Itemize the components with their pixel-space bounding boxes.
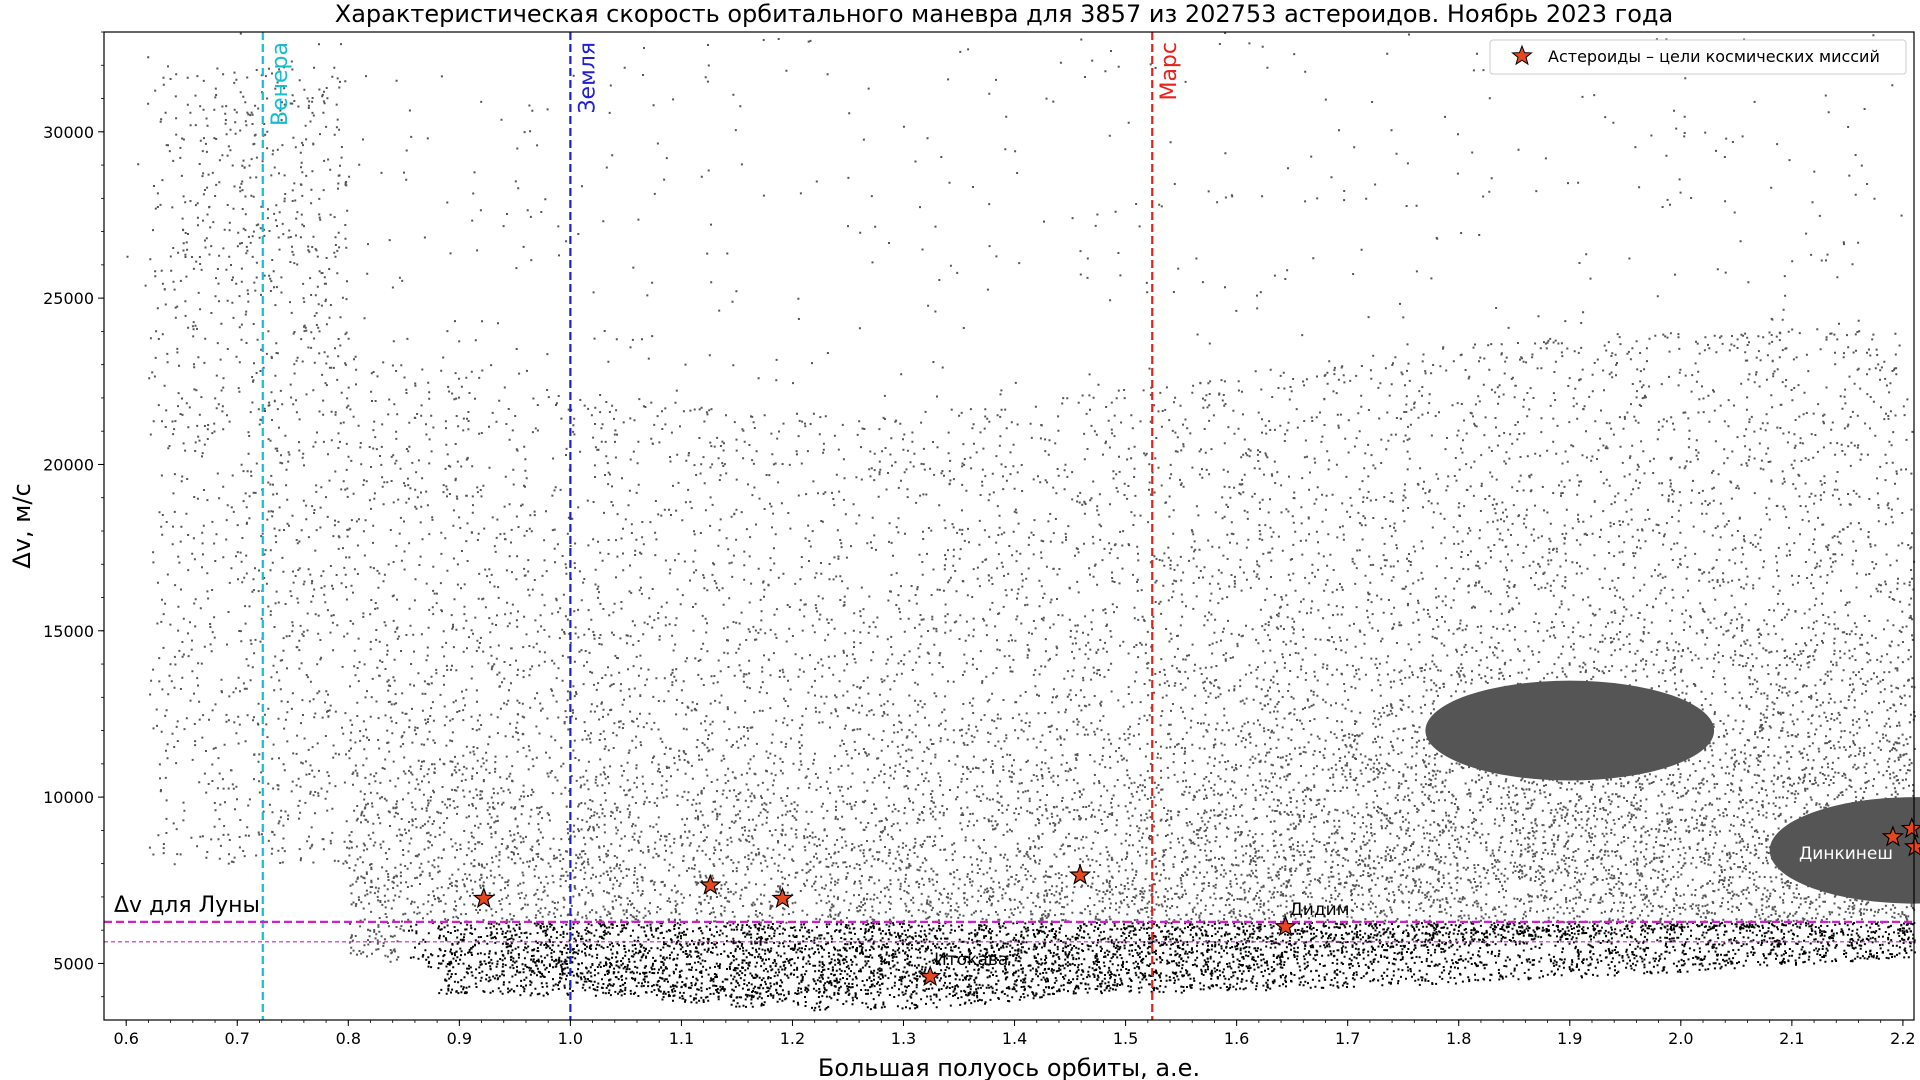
legend: Астероиды – цели космических миссий bbox=[1489, 39, 1907, 75]
star-point-6 bbox=[1881, 825, 1905, 847]
y-tick-label-2: 15000 bbox=[43, 622, 94, 641]
y-tick-label-5: 30000 bbox=[43, 123, 94, 142]
star-point-4 bbox=[1068, 863, 1092, 885]
y-axis-ticks: 5000 10000 15000 20000 25000 30000 bbox=[43, 31, 104, 998]
point-label-6: Динкинеш bbox=[1799, 844, 1893, 864]
x-tick-label-0: 0.6 bbox=[113, 1029, 138, 1048]
low-dv-asteroids bbox=[408, 921, 1916, 1012]
y-tick-label-1: 10000 bbox=[43, 788, 94, 807]
x-tick-label-11: 1.7 bbox=[1335, 1029, 1360, 1048]
x-tick-label-15: 2.1 bbox=[1779, 1029, 1804, 1048]
x-tick-label-6: 1.2 bbox=[780, 1029, 805, 1048]
x-tick-label-2: 0.8 bbox=[336, 1029, 361, 1048]
star-point-0 bbox=[472, 886, 495, 909]
background-asteroids bbox=[126, 32, 1916, 963]
x-tick-label-8: 1.4 bbox=[1002, 1029, 1027, 1048]
x-tick-label-4: 1.0 bbox=[558, 1029, 583, 1048]
dense-cluster-1 bbox=[1769, 797, 1920, 904]
x-tick-label-12: 1.8 bbox=[1446, 1029, 1471, 1048]
point-label-5: Дидим bbox=[1289, 900, 1349, 920]
x-tick-label-5: 1.1 bbox=[669, 1029, 694, 1048]
x-tick-label-13: 1.9 bbox=[1557, 1029, 1582, 1048]
reference-lines bbox=[104, 32, 1914, 1020]
star-point-8 bbox=[1903, 835, 1920, 857]
vline-label-2: Марс bbox=[1157, 42, 1182, 101]
asteroid-points bbox=[126, 32, 1920, 1012]
x-tick-label-16: 2.2 bbox=[1890, 1029, 1915, 1048]
star-point-1 bbox=[699, 873, 722, 895]
x-tick-label-10: 1.6 bbox=[1224, 1029, 1249, 1048]
x-tick-label-9: 1.5 bbox=[1113, 1029, 1138, 1048]
legend-star-icon bbox=[1511, 44, 1533, 66]
x-axis-ticks: 0.6 0.7 0.8 0.9 1.0 1.1 1.2 1.3 1.4 1.5 1.6 1.7 1.8 1… bbox=[113, 1020, 1916, 1048]
x-tick-label-3: 0.9 bbox=[447, 1029, 472, 1048]
x-tick-label-1: 0.7 bbox=[225, 1029, 250, 1048]
legend-box bbox=[1489, 39, 1907, 75]
annotations: Венера Земля Марс Δv для Луны Итокава Дидим Ди… bbox=[114, 42, 1893, 970]
star-point-2 bbox=[771, 886, 794, 909]
legend-label: Астероиды – цели космических миссий bbox=[1548, 47, 1880, 66]
plot-frame bbox=[103, 31, 1915, 1021]
hline-label-0: Δv для Луны bbox=[114, 893, 260, 918]
vline-label-1: Земля bbox=[575, 42, 600, 114]
point-label-3: Итокава bbox=[934, 950, 1008, 970]
star-point-7 bbox=[1900, 816, 1920, 839]
y-tick-label-0: 5000 bbox=[53, 954, 94, 973]
vline-label-0: Венера bbox=[268, 42, 293, 126]
star-point-3 bbox=[918, 965, 942, 987]
x-tick-label-14: 2.0 bbox=[1668, 1029, 1693, 1048]
dense-cluster-0 bbox=[1425, 680, 1715, 781]
y-tick-label-3: 20000 bbox=[43, 455, 94, 474]
mission-targets bbox=[472, 816, 1920, 987]
star-point-5 bbox=[1274, 915, 1297, 937]
y-axis-title: Δv, м/с bbox=[8, 483, 36, 568]
x-tick-label-7: 1.3 bbox=[891, 1029, 916, 1048]
x-axis-title: Большая полуось орбиты, а.е. bbox=[818, 1054, 1200, 1080]
chart-title: Характеристическая скорость орбитального… bbox=[335, 0, 1673, 28]
y-tick-label-4: 25000 bbox=[43, 289, 94, 308]
